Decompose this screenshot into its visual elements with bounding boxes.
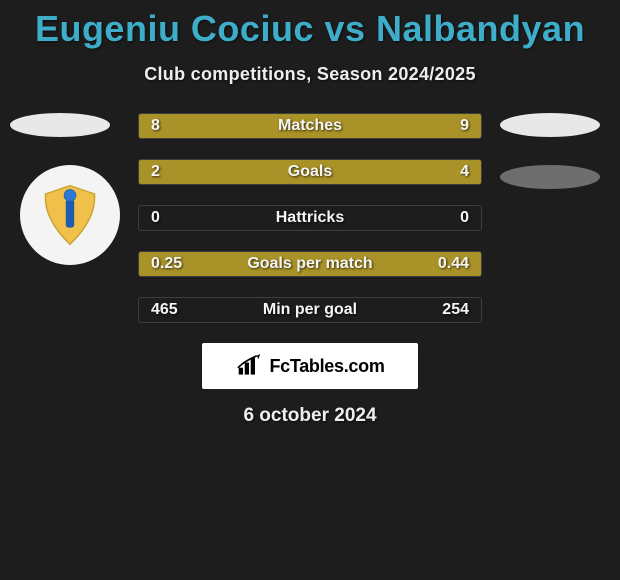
bar-label: Goals per match bbox=[139, 252, 481, 276]
subtitle: Club competitions, Season 2024/2025 bbox=[0, 50, 620, 85]
player-left-placeholder bbox=[10, 113, 110, 137]
stat-bar: 465254Min per goal bbox=[138, 297, 482, 323]
bar-label: Hattricks bbox=[139, 206, 481, 230]
chart-icon bbox=[235, 354, 263, 378]
footer-logo: FcTables.com bbox=[202, 343, 418, 389]
stats-area: 89Matches 24Goals 00Hattricks 0.250.44Goals… bbox=[0, 113, 620, 323]
bar-label: Goals bbox=[139, 160, 481, 184]
footer-text: FcTables.com bbox=[269, 356, 384, 377]
bar-label: Matches bbox=[139, 114, 481, 138]
stat-bar: 89Matches bbox=[138, 113, 482, 139]
club-badge bbox=[20, 165, 120, 265]
stat-bar: 0.250.44Goals per match bbox=[138, 251, 482, 277]
date-label: 6 october 2024 bbox=[0, 389, 620, 427]
stat-bar: 24Goals bbox=[138, 159, 482, 185]
stat-bar: 00Hattricks bbox=[138, 205, 482, 231]
player-right-placeholder-1 bbox=[500, 113, 600, 137]
shield-icon bbox=[35, 180, 105, 250]
stat-bars: 89Matches 24Goals 00Hattricks 0.250.44Goals… bbox=[138, 113, 482, 323]
player-right-placeholder-2 bbox=[500, 165, 600, 189]
page-title: Eugeniu Cociuc vs Nalbandyan bbox=[0, 0, 620, 50]
bar-label: Min per goal bbox=[139, 298, 481, 322]
